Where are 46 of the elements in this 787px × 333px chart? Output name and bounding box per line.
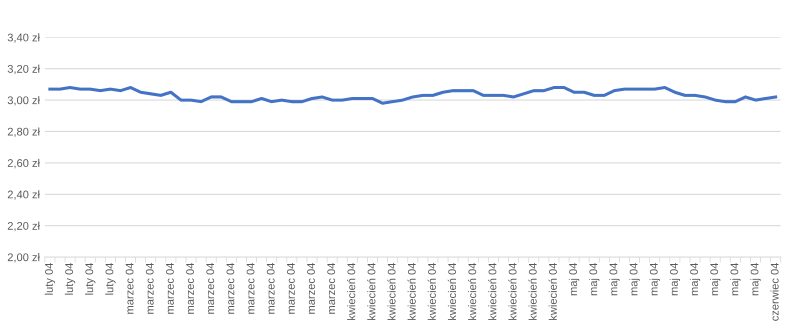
x-tick-label: marzec 04 [226,262,234,314]
x-tick-label: kwiecień 04 [367,262,376,320]
x-tick-label: kwiecień 04 [548,262,557,320]
x-tick-label: kwiecień 04 [528,262,537,320]
x-tick-label: marzec 04 [206,262,214,314]
x-tick-label: marzec 04 [186,262,194,314]
y-tick-label: 3,40 zł [8,33,40,43]
x-tick-label: kwiecień 04 [448,262,456,320]
x-tick-label: kwiecień 04 [428,262,436,320]
x-tick-label: marzec 04 [166,262,174,314]
x-tick-label: kwiecień 04 [488,262,496,320]
y-tick-label: 2,00 zł [8,253,40,263]
x-tick-label: kwiecień 04 [508,262,517,320]
x-tick-label: marzec 04 [307,262,315,314]
y-tick-label: 2,80 zł [8,127,40,137]
x-tick-label: maj 04 [750,262,761,296]
x-tick-label: maj 04 [568,262,580,296]
x-tick-label: maj 04 [690,262,700,296]
y-tick-label: 2,40 zł [8,190,40,200]
x-tick-label: maj 04 [650,262,660,296]
x-tick-label: marzec 04 [126,262,134,314]
x-tick-label: luty 04 [85,262,96,295]
x-tick-label: maj 04 [609,262,620,296]
y-tick-label: 2,20 zł [8,222,40,232]
x-tick-label: luty 04 [44,262,56,295]
x-tick-label: luty 04 [64,262,76,295]
x-tick-label: maj 04 [629,262,640,296]
x-tick-label: kwiecień 04 [407,262,416,320]
x-tick-label: czerwiec 04 [770,262,779,321]
x-tick-label: marzec 04 [286,262,295,314]
y-tick-label: 2,60 zł [8,158,40,168]
x-tick-label: marzec 04 [327,262,336,314]
x-tick-label: marzec 04 [146,262,154,314]
x-tick-label: kwiecień 04 [346,262,356,320]
x-tick-label: kwiecień 04 [387,262,396,320]
x-tick-label: maj 04 [670,262,680,296]
y-tick-label: 3,20 zł [8,64,40,74]
x-tick-label: marzec 04 [266,262,275,314]
line-series [48,86,778,105]
x-tick-label: maj 04 [589,262,600,296]
y-tick-label: 3,00 zł [8,96,40,106]
x-tick-label: marzec 04 [246,262,254,314]
x-tick-label: maj 04 [710,262,720,296]
x-tick-label: maj 04 [730,262,741,296]
x-tick-label: luty 04 [105,262,116,295]
x-tick-label: kwiecień 04 [468,262,476,320]
